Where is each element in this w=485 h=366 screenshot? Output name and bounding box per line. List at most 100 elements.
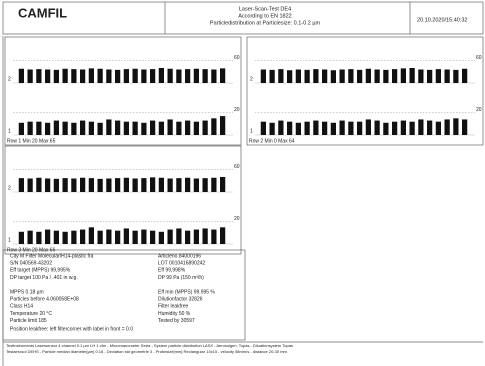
header-line: Particledistribution at Particlesize: 0.… bbox=[210, 20, 321, 26]
bar bbox=[53, 178, 59, 192]
bar bbox=[400, 68, 406, 83]
bar bbox=[313, 69, 319, 83]
bar bbox=[453, 69, 459, 83]
bar bbox=[45, 229, 51, 244]
bar bbox=[260, 69, 266, 83]
bar bbox=[330, 70, 336, 83]
bar bbox=[374, 69, 380, 83]
bar bbox=[322, 69, 328, 83]
bar bbox=[158, 121, 164, 135]
date: 20.10.2020/15:40:32 bbox=[417, 17, 467, 23]
bar bbox=[220, 227, 226, 244]
bar bbox=[278, 120, 284, 135]
bar bbox=[444, 69, 450, 83]
bar bbox=[53, 120, 59, 135]
bar bbox=[435, 69, 441, 83]
bar bbox=[176, 178, 182, 192]
bar bbox=[123, 177, 129, 192]
bar bbox=[211, 118, 217, 135]
bar bbox=[357, 69, 363, 83]
bar bbox=[202, 120, 208, 135]
bar bbox=[304, 121, 310, 135]
bar bbox=[53, 69, 59, 83]
strip-label: 1 bbox=[8, 128, 11, 134]
bar bbox=[88, 178, 94, 192]
bar bbox=[193, 178, 199, 192]
bar bbox=[71, 122, 77, 135]
bar bbox=[287, 121, 293, 135]
bar bbox=[80, 69, 86, 83]
bar bbox=[62, 121, 68, 135]
bar bbox=[167, 178, 173, 192]
strip-label: 2 bbox=[8, 76, 11, 82]
bar bbox=[202, 178, 208, 192]
info-line: Articleno 84000196 bbox=[158, 253, 201, 259]
bar bbox=[304, 69, 310, 83]
bar bbox=[150, 69, 156, 83]
bar bbox=[62, 178, 68, 192]
bar bbox=[185, 69, 191, 83]
panel bbox=[4, 145, 242, 255]
bar bbox=[167, 119, 173, 135]
bar bbox=[18, 231, 24, 244]
bar bbox=[88, 227, 94, 244]
bar bbox=[132, 68, 138, 83]
bar bbox=[211, 229, 217, 244]
bar bbox=[97, 68, 103, 83]
bar bbox=[313, 120, 319, 135]
bar bbox=[444, 119, 450, 135]
bar bbox=[115, 120, 121, 135]
panel bbox=[246, 36, 484, 146]
bar bbox=[357, 121, 363, 135]
bar bbox=[167, 229, 173, 244]
bar bbox=[88, 121, 94, 135]
bar bbox=[62, 68, 68, 83]
logo: CAMFIL bbox=[18, 5, 67, 20]
strip-label: 1 bbox=[8, 237, 11, 243]
bar bbox=[348, 121, 354, 135]
bar bbox=[392, 69, 398, 83]
bar bbox=[374, 120, 380, 135]
bar bbox=[185, 230, 191, 244]
bar bbox=[339, 120, 345, 135]
bar bbox=[27, 69, 33, 83]
bar bbox=[115, 69, 121, 83]
bar bbox=[462, 68, 468, 83]
bar bbox=[220, 116, 226, 135]
info-line: Humidity 50 % bbox=[158, 311, 191, 317]
info-line: Eff min (MPPS) 99.995 % bbox=[158, 289, 215, 295]
bar bbox=[132, 230, 138, 244]
info-line: DP target 100 Pa / .401 in w.g. bbox=[10, 275, 78, 281]
bar bbox=[80, 120, 86, 135]
bar bbox=[295, 122, 301, 135]
info-line: MPPS 0.18 µm bbox=[10, 289, 44, 295]
threshold-label: 60 bbox=[234, 164, 240, 170]
bar bbox=[18, 68, 24, 83]
bar bbox=[45, 122, 51, 135]
bar bbox=[106, 69, 112, 83]
info-line: Tested by 30597 bbox=[158, 318, 195, 324]
threshold-label: 20 bbox=[476, 107, 482, 113]
bar bbox=[45, 178, 51, 192]
footer-line: Testinstruments Lasersensor 4 channel 0.… bbox=[6, 343, 293, 348]
bar bbox=[348, 69, 354, 83]
bar bbox=[123, 121, 129, 135]
bar bbox=[106, 229, 112, 244]
bar bbox=[158, 177, 164, 192]
bar bbox=[106, 119, 112, 135]
bar bbox=[97, 230, 103, 244]
bar bbox=[202, 69, 208, 83]
bar bbox=[185, 177, 191, 192]
info-line: S/N 040569-43202 bbox=[10, 261, 52, 267]
bar bbox=[269, 69, 275, 83]
bar bbox=[27, 230, 33, 244]
bar bbox=[115, 178, 121, 192]
bar bbox=[71, 178, 77, 192]
header-line: According to EN 1822 bbox=[238, 13, 292, 19]
bar bbox=[462, 119, 468, 135]
strip-label: 2 bbox=[250, 76, 253, 82]
bar bbox=[392, 121, 398, 135]
bar bbox=[409, 121, 415, 135]
bar bbox=[62, 231, 68, 244]
bar bbox=[27, 121, 33, 135]
